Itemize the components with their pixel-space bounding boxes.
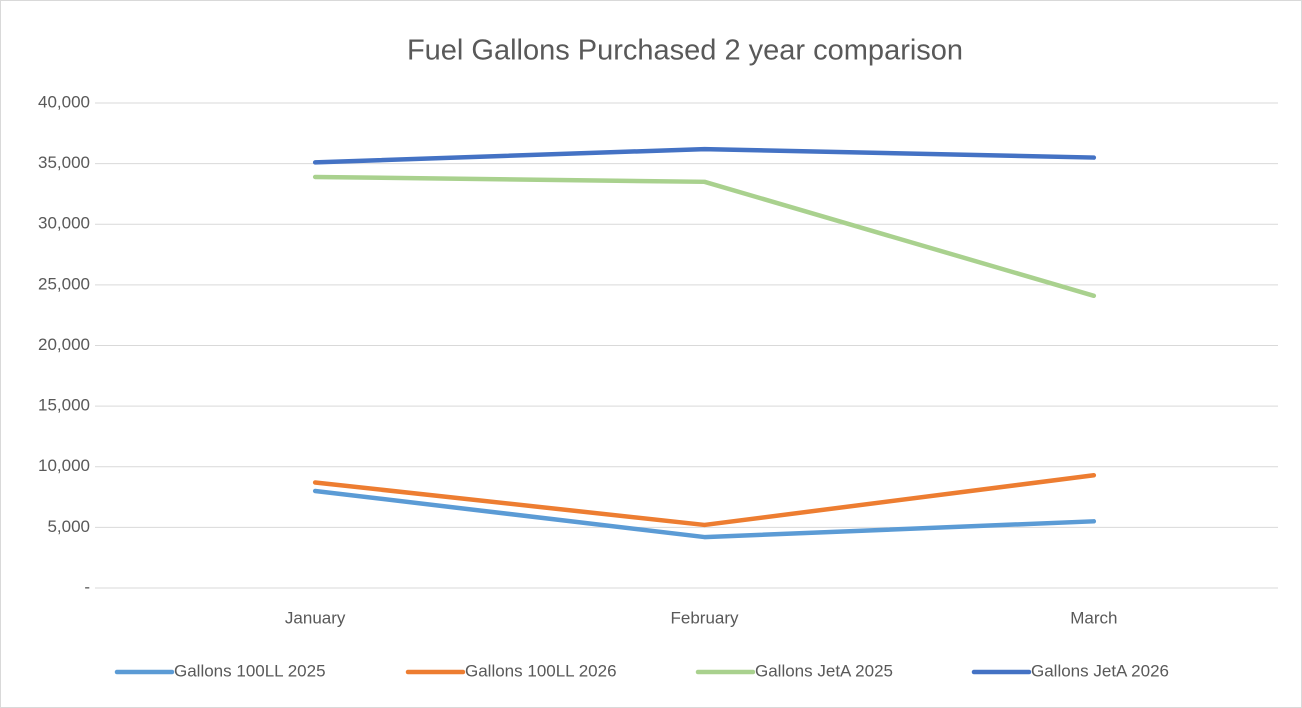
series-line: [312, 146, 1097, 165]
y-tick-label: 15,000: [38, 396, 90, 415]
y-tick-label: 25,000: [38, 274, 90, 293]
series-line: [312, 488, 1097, 540]
legend-label: Gallons 100LL 2026: [465, 661, 617, 680]
y-tick-label: -: [84, 577, 90, 596]
series-line: [312, 472, 1097, 528]
y-tick-label: 40,000: [38, 92, 90, 111]
series-line: [312, 174, 1097, 299]
chart-title: Fuel Gallons Purchased 2 year comparison: [407, 35, 963, 67]
y-tick-label: 5,000: [47, 517, 90, 536]
x-tick-label: January: [285, 608, 346, 627]
x-tick-label: February: [670, 608, 739, 627]
y-tick-label: 10,000: [38, 456, 90, 475]
y-tick-label: 35,000: [38, 153, 90, 172]
legend-label: Gallons JetA 2025: [755, 661, 893, 680]
legend-label: Gallons JetA 2026: [1031, 661, 1169, 680]
x-tick-label: March: [1070, 608, 1117, 627]
y-tick-label: 20,000: [38, 335, 90, 354]
y-tick-label: 30,000: [38, 214, 90, 233]
legend-label: Gallons 100LL 2025: [174, 661, 326, 680]
